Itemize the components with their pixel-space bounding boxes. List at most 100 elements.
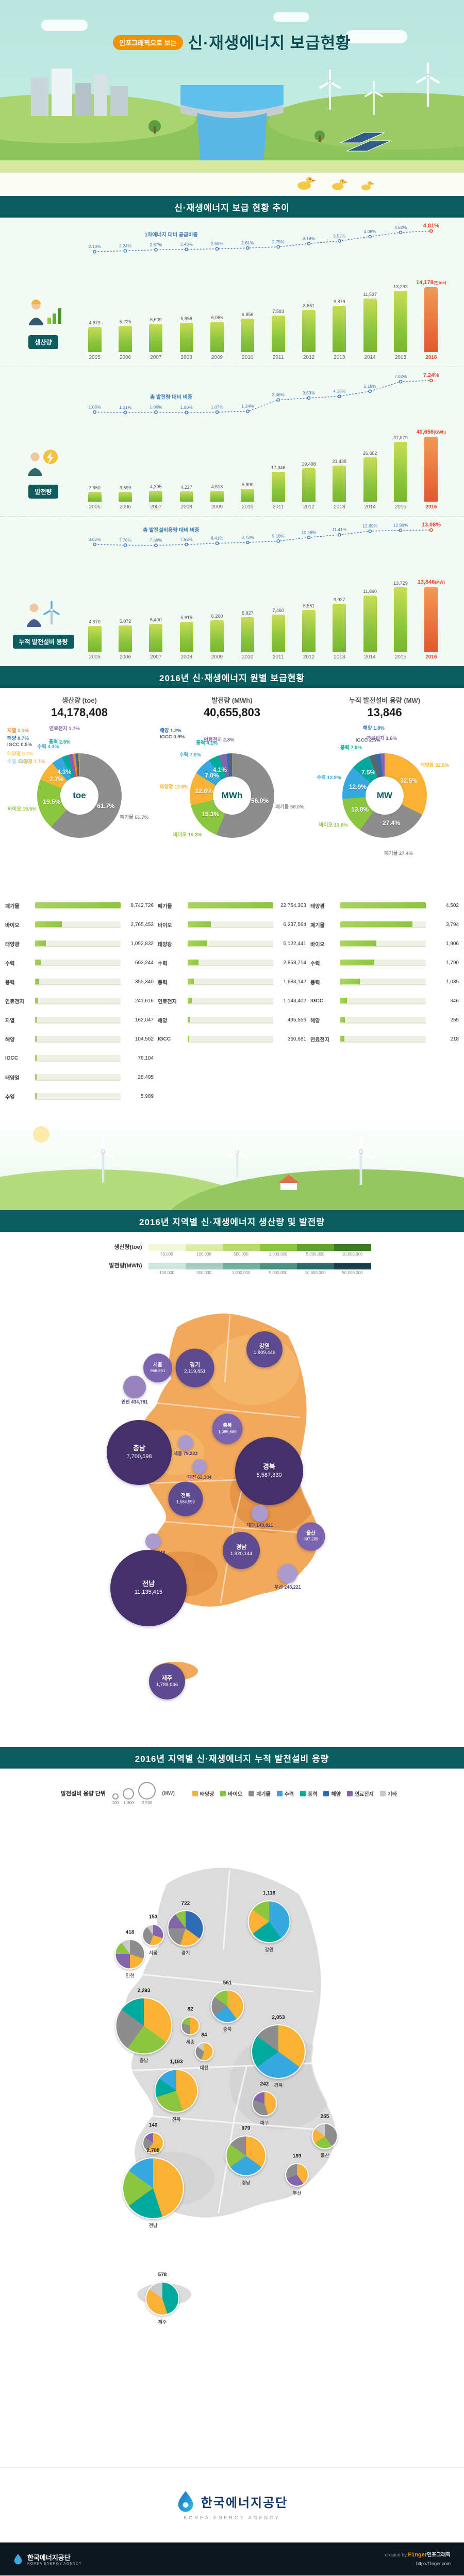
trend-bar [118,491,132,502]
source-list-row: 연료전지 218 [310,1030,459,1049]
map-legend: 생산량(toe) 50,000 100,000 500,000 1,000,000 5,0… [0,1232,464,1279]
bar-value-label: 11,537 [363,291,377,297]
donut-percent-label: 7.0% [205,772,219,780]
source-bar-track [35,979,121,985]
trend-bar [179,622,193,652]
source-list-row: 연료전지 241,616 [5,992,154,1011]
region-bubble [178,1435,193,1450]
source-value: 6,237,564 [283,922,307,928]
legend-scale-cell: 100,000 [148,1263,186,1275]
legend-label: 발전량(MWh) [109,1263,142,1269]
donut-slice-label: 폐기물 56.0% [275,804,304,811]
svg-text:2.37%: 2.37% [150,242,162,247]
region-value: 63,384 [197,1474,212,1480]
trend-bar [241,617,255,652]
capacity-unit: (MW) [162,1790,175,1796]
region-name: 경기 [189,1362,201,1368]
region-value: 1,920,144 [230,1551,253,1557]
trend-line-chart: 2.13% 2.24% 2.37% 2.43% 2.50% 2.61% 2.75% 3.18%… [89,223,439,254]
bar-year-label: 2005 [89,504,101,510]
donut-percent-label: 7.7% [49,775,64,783]
donut-title: 생산량 (toe) [62,697,97,704]
duck-icon [297,177,375,190]
region-name-label: 강원 [264,1947,274,1953]
source-name: 연료전지 [310,1037,329,1043]
donut-block: 발전량 (MWh) 40,655,803 MWh 56.0% 폐기물 56.0% 15.3… [156,695,308,894]
source-list-row: 해양 495,556 [158,1011,306,1030]
source-bar [35,940,46,946]
svg-text:2.13%: 2.13% [89,244,102,249]
donut-slice-label: 폐기물 27.4% [384,850,413,856]
trend-bar [88,625,102,652]
trend-bar [149,324,163,352]
legend-type: 수력 [276,1790,294,1797]
legend-type-swatch [379,1790,386,1796]
credit-url[interactable]: http://f1nger.com [416,2561,451,2566]
donut-slice-label: 해양 1.2% [160,728,181,734]
source-bar [340,902,426,908]
source-name: 태양광 [5,942,20,948]
source-bar [35,1036,37,1042]
source-list-row: 지열 162,047 [5,1011,154,1030]
bar-group: 13,293 2015 [385,284,416,360]
source-value: 2,765,453 [130,922,154,928]
trend-bar [271,615,285,652]
source-bar [35,902,121,908]
bar-value-label: 9,937 [334,597,345,603]
source-bar [35,1093,37,1099]
region-capacity-value: 242 [260,2081,269,2087]
bar-year-label: 2009 [211,654,223,660]
bar-group: 8,851 2012 [293,303,324,360]
region-name: 제주 [161,1675,173,1681]
source-value: 1,092,832 [130,941,154,947]
source-name: 해양 [310,1018,320,1024]
bar-year-label: 2012 [303,654,315,660]
source-share-section: 2016년 신·재생에너지 원별 보급현황 생산량 (toe) 14,178,40… [0,666,464,1210]
source-list-row: 해양 255 [310,1011,459,1030]
source-list-row: 바이오 6,237,564 [158,915,306,934]
hero-section: 인포그래픽으로 보는 신·재생에너지 보급현황 [0,0,464,196]
bar-year-label: 2011 [272,355,284,360]
region-name-label: 인천 [125,1973,135,1978]
trend-bar [302,310,316,352]
donut-slice-label: IGCC 2.5% [355,737,380,744]
donut-slice-label: 수력 4.3% [37,744,59,750]
region-name: 서울 [153,1362,162,1368]
bar-value-label: 3,950 [89,485,101,490]
source-name: 수력 [158,961,168,967]
trend-bar [118,625,132,652]
svg-text:7.76%: 7.76% [119,537,132,542]
source-name: 폐기물 [158,904,172,910]
trend-bar [393,291,407,352]
legend-scale-cell: 1,000,000 [259,1244,297,1257]
donut-percent-label: 19.5% [43,798,61,806]
source-name: 연료전지 [158,999,177,1005]
bar-year-label: 2005 [89,355,101,360]
source-bar-track [188,940,273,947]
bar-value-label: 14,178(천toe) [416,279,446,286]
source-list-row: 바이오 2,765,453 [5,915,154,934]
bar-value-label: 5,815 [180,615,192,621]
source-bar [35,921,62,927]
trend-bar [88,491,102,502]
donut-percent-label: 27.4% [382,819,401,827]
bar-value-label: 7,460 [272,608,284,614]
region-capacity-value: 82 [187,2006,193,2012]
bar-year-label: 2014 [364,504,376,510]
region-bubble-label: 세종 79,223 [174,1451,198,1457]
donut-block: 누적 발전설비 용량 (MW) 13,846 MW 32.5% 태양광 32.5% 27.… [308,695,461,894]
region-pie [225,2135,267,2176]
bar-year-label: 2007 [150,355,162,360]
source-bar-track [35,902,121,909]
svg-text:2.61%: 2.61% [241,240,254,245]
source-list-row: 수력 2,858,714 [158,953,306,972]
bar-value-label: 40,656(GWh) [416,429,446,435]
generation-icon [28,450,58,476]
donut-slice-label: 태양광 12.6% [159,784,189,790]
source-name: 연료전지 [5,999,24,1005]
bar-value-label: 11,860 [363,588,377,594]
source-value: 162,047 [135,1017,154,1023]
region-value: 79,223 [183,1451,198,1457]
region-value: 966,861 [150,1368,165,1374]
